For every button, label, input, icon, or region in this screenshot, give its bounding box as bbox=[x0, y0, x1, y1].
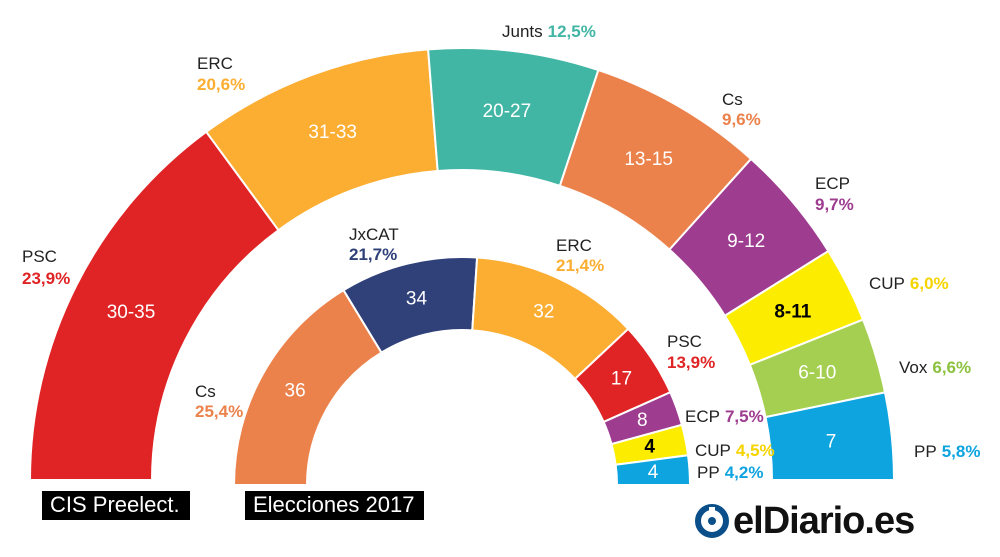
outer-seats-cup: 8-11 bbox=[774, 302, 811, 323]
outer-label-vox: Vox bbox=[899, 358, 928, 377]
inner-pct-ecp: 7,5% bbox=[725, 407, 764, 426]
inner-slice-pp bbox=[614, 454, 692, 486]
inner-label-pp: PP bbox=[697, 463, 720, 482]
outer-label-cup: CUP bbox=[869, 274, 905, 293]
inner-pct-jxcat: 21,7% bbox=[349, 245, 397, 264]
outer-seats-cs: 13-15 bbox=[624, 149, 673, 170]
inner-seats-psc: 17 bbox=[611, 369, 632, 390]
eldiario-logo-icon bbox=[695, 504, 729, 538]
inner-seats-cs: 36 bbox=[285, 381, 306, 402]
outer-label-ecp: ECP bbox=[815, 174, 850, 193]
eldiario-logo-text: elDiario.es bbox=[733, 500, 915, 542]
outer-seats-erc: 31-33 bbox=[308, 122, 357, 143]
outer-label-junts: Junts bbox=[502, 22, 543, 41]
inner-seats-cup: 4 bbox=[644, 437, 655, 458]
outer-pct-vox: 6,6% bbox=[932, 358, 971, 377]
inner-pct-cup: 4,5% bbox=[736, 441, 775, 460]
inner-seats-ecp: 8 bbox=[637, 410, 648, 431]
inner-seats-pp: 4 bbox=[648, 462, 659, 483]
inner-pct-psc: 13,9% bbox=[667, 353, 715, 372]
outer-seats-ecp: 9-12 bbox=[727, 231, 765, 252]
outer-label-pp: PP bbox=[914, 442, 937, 461]
inner-seats-jxcat: 34 bbox=[406, 288, 428, 309]
inner-pct-pp: 4,2% bbox=[725, 463, 764, 482]
inner-label-cs: Cs bbox=[195, 382, 216, 401]
outer-label-psc: PSC bbox=[22, 247, 57, 266]
inner-label-jxcat: JxCAT bbox=[349, 225, 399, 244]
outer-label-cs: Cs bbox=[722, 90, 743, 109]
outer-seats-junts: 20-27 bbox=[483, 101, 532, 122]
inner-label-psc: PSC bbox=[667, 332, 702, 351]
outer-label-erc: ERC bbox=[197, 54, 233, 73]
outer-chart-label: CIS Preelect. bbox=[42, 491, 190, 520]
outer-slice-pp bbox=[764, 391, 896, 481]
outer-pct-junts: 12,5% bbox=[548, 22, 596, 41]
outer-pct-cs: 9,6% bbox=[722, 110, 761, 129]
inner-label-cup: CUP bbox=[695, 441, 731, 460]
inner-seats-erc: 32 bbox=[533, 301, 554, 322]
inner-label-erc: ERC bbox=[556, 236, 592, 255]
outer-seats-vox: 6-10 bbox=[798, 363, 836, 384]
inner-slice-cs bbox=[232, 288, 383, 486]
outer-pct-cup: 6,0% bbox=[910, 274, 949, 293]
inner-chart-label: Elecciones 2017 bbox=[245, 491, 425, 520]
outer-seats-pp: 7 bbox=[826, 432, 837, 453]
inner-pct-erc: 21,4% bbox=[556, 256, 604, 275]
outer-pct-pp: 5,8% bbox=[942, 442, 981, 461]
outer-pct-psc: 23,9% bbox=[22, 269, 70, 288]
outer-seats-psc: 30-35 bbox=[107, 302, 156, 323]
outer-pct-erc: 20,6% bbox=[197, 75, 245, 94]
outer-pct-ecp: 9,7% bbox=[815, 195, 854, 214]
inner-pct-cs: 25,4% bbox=[195, 402, 243, 421]
inner-label-ecp: ECP bbox=[685, 407, 720, 426]
outer-chart: 30-35 PSC 23,9% 31-33 ERC 20,6% 20-27 Junts 12,5… bbox=[22, 22, 981, 481]
eldiario-logo: elDiario.es bbox=[695, 499, 915, 543]
